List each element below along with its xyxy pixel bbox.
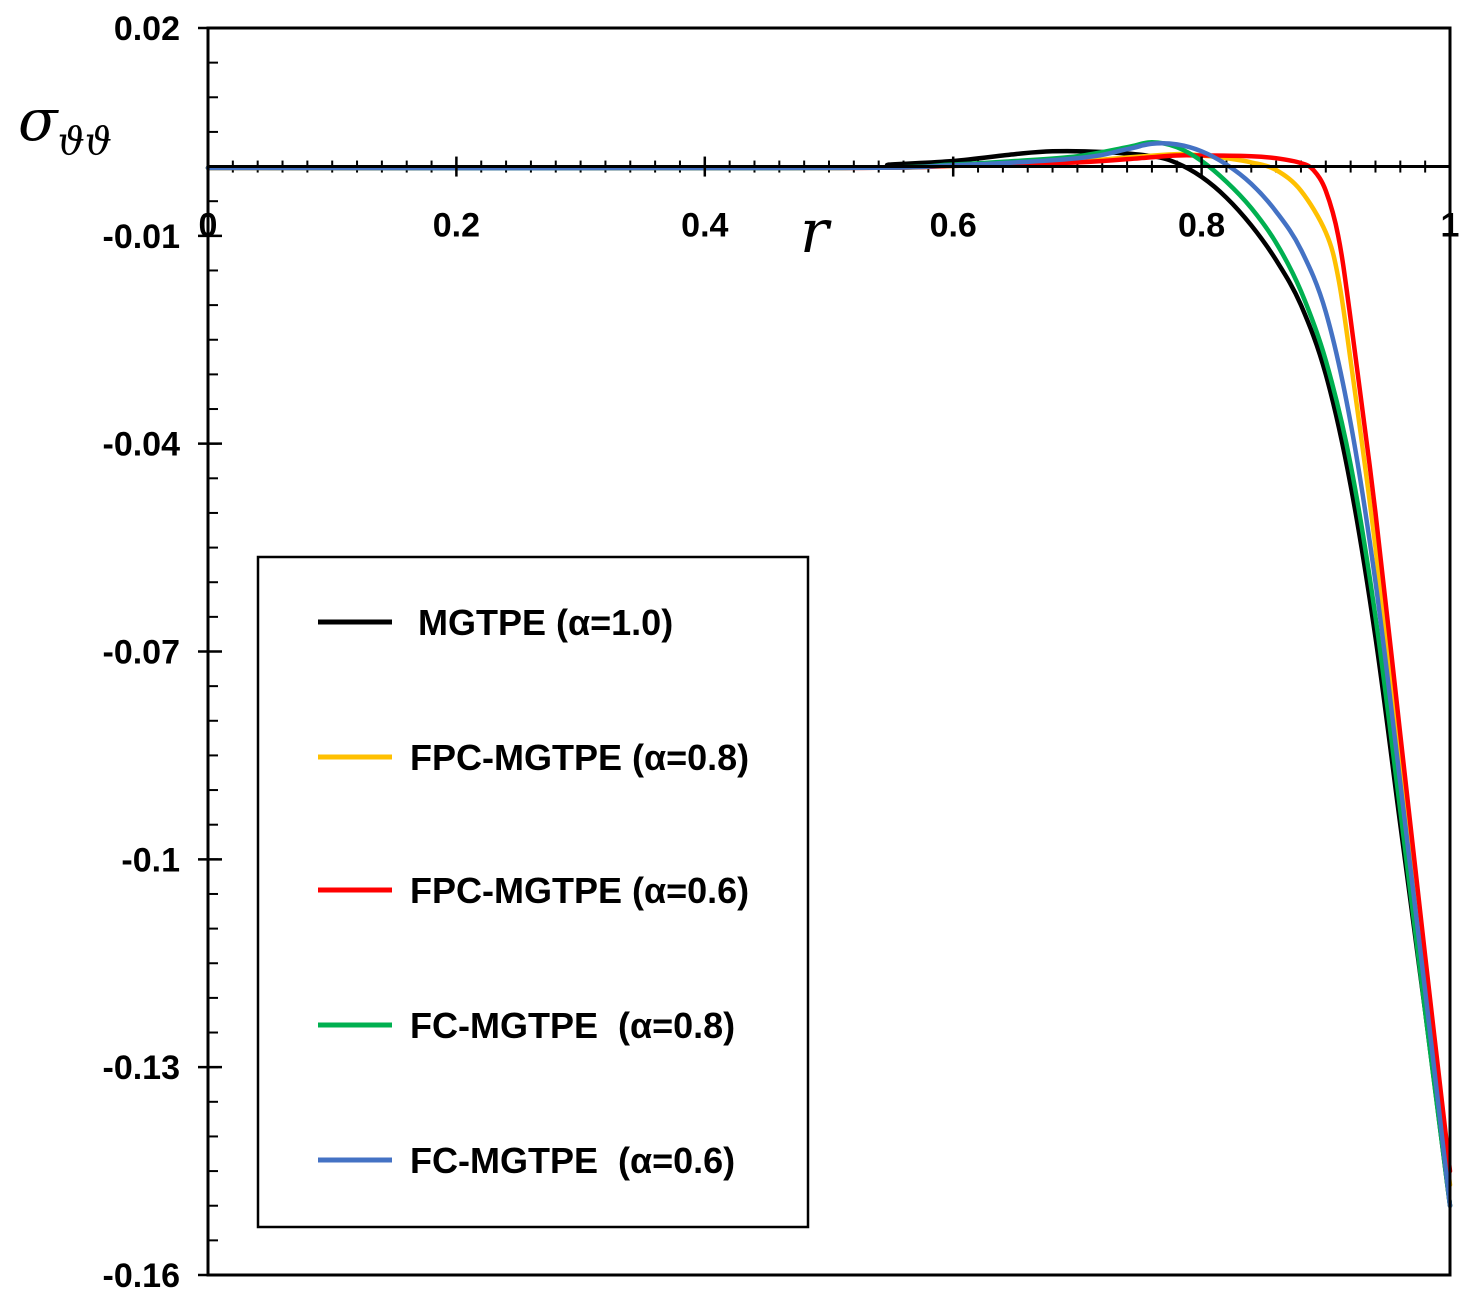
legend: MGTPE (α=1.0) FPC-MGTPE (α=0.8) FPC-MGTPE …	[256, 555, 810, 1229]
y-tick-label: -0.16	[103, 1257, 181, 1295]
legend-label-5: FC-MGTPE (α=0.6)	[410, 1140, 735, 1181]
x-tick-label: 0.8	[1178, 207, 1225, 245]
y-axis-title-subscript: ϑϑ	[58, 119, 112, 163]
legend-label-4: FC-MGTPE (α=0.8)	[410, 1005, 735, 1046]
legend-label-1: MGTPE (α=1.0)	[418, 602, 673, 643]
y-tick-label: 0.02	[114, 10, 180, 48]
x-tick-label: 0.4	[681, 207, 728, 245]
x-ticks: 0 0.2 0.4 0.6 0.8 1	[199, 156, 1460, 245]
legend-label-2: FPC-MGTPE (α=0.8)	[410, 737, 749, 778]
x-tick-label: 0.6	[930, 207, 977, 245]
y-tick-label: -0.1	[121, 841, 180, 879]
y-axis-title-main: σ	[18, 86, 59, 154]
legend-items: MGTPE (α=1.0) FPC-MGTPE (α=0.8) FPC-MGTPE …	[318, 602, 749, 1181]
x-tick-label: 0	[199, 207, 218, 245]
y-tick-label: -0.13	[103, 1049, 181, 1087]
x-axis-title: r	[800, 197, 832, 267]
y-tick-label: -0.01	[103, 218, 181, 256]
y-ticks: 0.02 -0.01 -0.04 -0.07 -0.1 -0.13 -0.16	[103, 10, 222, 1295]
x-tick-label: 1	[1441, 207, 1460, 245]
y-tick-label: -0.04	[103, 426, 181, 464]
y-axis-title: σϑϑ	[18, 86, 112, 163]
y-tick-label: -0.07	[103, 634, 181, 672]
legend-label-3: FPC-MGTPE (α=0.6)	[410, 870, 749, 911]
x-tick-label: 0.2	[433, 207, 480, 245]
